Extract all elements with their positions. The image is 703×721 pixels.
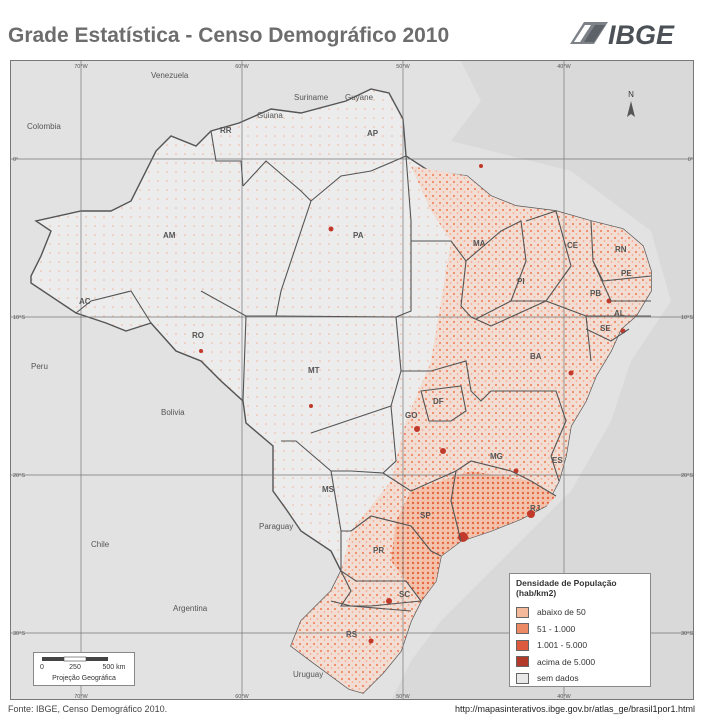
legend-item-label: 51 - 1.000 <box>537 623 576 634</box>
grat-right-0: 0° <box>688 157 693 163</box>
label-chile: Chile <box>91 540 110 549</box>
legend-item-label: abaixo de 50 <box>537 607 586 618</box>
legend-item: abaixo de 50 <box>516 604 644 621</box>
state-label-ap: AP <box>367 129 379 138</box>
grat-top-1: 60°W <box>235 64 249 70</box>
state-label-pe: PE <box>621 269 632 278</box>
grat-left-3: 30°S <box>13 631 25 637</box>
grat-bottom-3: 40°W <box>557 694 571 700</box>
grat-bottom-1: 60°W <box>235 694 249 700</box>
legend-title: Densidade de População <box>516 578 617 588</box>
grat-right-3: 30°S <box>681 631 693 637</box>
state-label-df: DF <box>433 397 444 406</box>
density-southeast <box>391 471 556 601</box>
state-label-sc: SC <box>399 590 410 599</box>
grat-top-0: 70°W <box>74 64 88 70</box>
state-label-al: AL <box>614 309 625 318</box>
state-label-ce: CE <box>567 241 579 250</box>
state-borders <box>75 130 652 612</box>
scale-tick-0: 0 <box>40 664 44 671</box>
state-label-pi: PI <box>517 277 525 286</box>
grat-bottom-0: 70°W <box>74 694 88 700</box>
source-url[interactable]: http://mapasinterativos.ibge.gov.br/atla… <box>455 704 695 714</box>
legend-swatch <box>516 606 529 618</box>
density-hotspots <box>199 164 626 644</box>
state-label-pa: PA <box>353 231 364 240</box>
state-label-mg: MG <box>490 452 503 461</box>
state-label-rn: RN <box>615 245 627 254</box>
state-label-es: ES <box>552 456 563 465</box>
legend-swatch <box>516 672 529 684</box>
state-label-rr: RR <box>220 126 232 135</box>
state-label-ac: AC <box>79 297 91 306</box>
state-label-rs: RS <box>346 630 358 639</box>
page-title: Grade Estatística - Censo Demográfico 20… <box>8 24 450 47</box>
label-venezuela: Venezuela <box>151 71 189 80</box>
source-note: Fonte: IBGE, Censo Demográfico 2010. <box>8 704 168 714</box>
grat-top-3: 40°W <box>557 64 571 70</box>
label-suriname: Suriname <box>294 93 329 102</box>
legend-item: acima de 5.000 <box>516 654 644 671</box>
ibge-logo-icon <box>570 22 608 44</box>
label-guiana: Guiana <box>257 111 283 120</box>
state-label-mt: MT <box>308 366 320 375</box>
state-label-pr: PR <box>373 546 384 555</box>
grat-right-1: 10°S <box>681 315 693 321</box>
north-arrow-icon: N <box>627 90 635 117</box>
density-northeast <box>291 166 651 693</box>
label-peru: Peru <box>31 362 48 371</box>
state-label-ro: RO <box>192 331 204 340</box>
state-label-se: SE <box>600 324 611 333</box>
ibge-logo: IBGE <box>570 20 675 50</box>
scale-tick-1: 250 <box>69 664 81 671</box>
state-label-sp: SP <box>420 511 431 520</box>
scale-projection: Projeção Geográfica <box>52 675 116 682</box>
legend: Densidade de População (hab/km2) abaixo … <box>509 573 651 687</box>
legend-item: 51 - 1.000 <box>516 621 644 638</box>
state-label-rj: RJ <box>530 504 540 513</box>
state-label-ma: MA <box>473 239 486 248</box>
state-label-go: GO <box>405 411 417 420</box>
grat-left-2: 20°S <box>13 473 25 479</box>
legend-item: 1.001 - 5.000 <box>516 637 644 654</box>
legend-item-label: 1.001 - 5.000 <box>537 640 588 651</box>
north-label: N <box>628 90 634 99</box>
state-label-pb: PB <box>590 289 601 298</box>
ibge-logo-text: IBGE <box>608 20 675 50</box>
legend-swatch <box>516 656 529 668</box>
scale-tick-2: 500 km <box>103 664 126 671</box>
scale-bar: 0 250 500 km Projeção Geográfica <box>33 652 135 686</box>
legend-item-label: sem dados <box>537 673 579 684</box>
label-colombia: Colombia <box>27 122 61 131</box>
label-paraguay: Paraguay <box>259 522 293 531</box>
label-uruguay: Uruguay <box>293 670 323 679</box>
grat-left-1: 10°S <box>13 315 25 321</box>
state-label-ms: MS <box>322 485 335 494</box>
brazil-map: Venezuela Suriname Guyane Guiana Colombi… <box>11 61 693 700</box>
legend-swatch <box>516 623 529 635</box>
legend-item-label: acima de 5.000 <box>537 656 596 667</box>
legend-swatch <box>516 639 529 651</box>
grat-top-2: 50°W <box>396 64 410 70</box>
grat-bottom-2: 50°W <box>396 694 410 700</box>
state-label-ba: BA <box>530 352 542 361</box>
grat-left-0: 0° <box>13 157 18 163</box>
state-label-am: AM <box>163 231 176 240</box>
grat-right-2: 20°S <box>681 473 693 479</box>
legend-item: sem dados <box>516 670 644 687</box>
legend-subtitle: (hab/km2) <box>516 588 557 598</box>
label-guyane: Guyane <box>345 93 374 102</box>
label-argentina: Argentina <box>173 604 208 613</box>
label-bolivia: Bolivia <box>161 408 185 417</box>
map-frame[interactable]: Venezuela Suriname Guyane Guiana Colombi… <box>10 60 694 700</box>
